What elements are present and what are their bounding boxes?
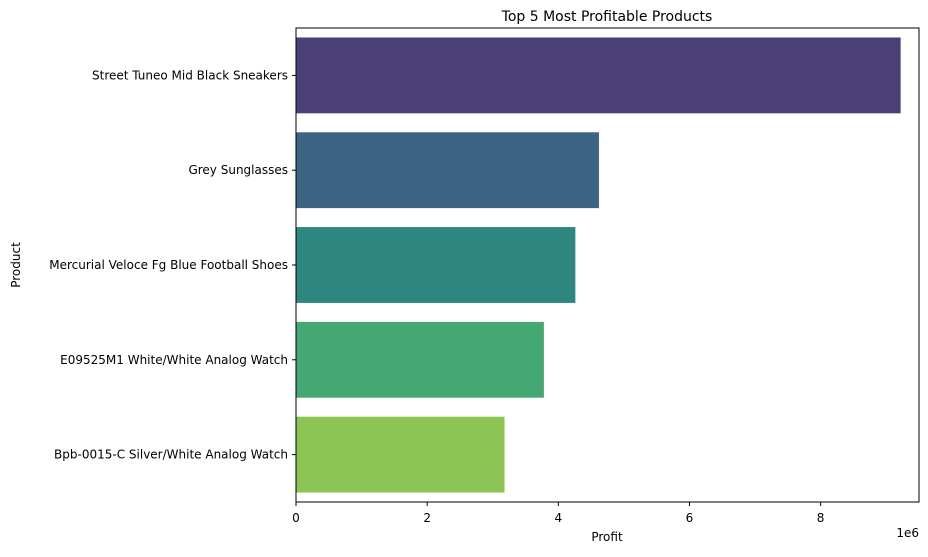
y-tick-label: Grey Sunglasses: [188, 163, 288, 177]
bars-layer: [296, 37, 901, 493]
x-tick-label: 8: [817, 511, 825, 525]
x-tick-label: 4: [554, 511, 562, 525]
y-tick-label: Bpb-0015-C Silver/White Analog Watch: [54, 448, 288, 462]
y-tick-label: Street Tuneo Mid Black Sneakers: [92, 68, 288, 82]
y-tick-label: Mercurial Veloce Fg Blue Football Shoes: [49, 258, 288, 272]
bar: [296, 37, 901, 114]
plot-frame: [295, 27, 920, 503]
x-axis-label: Profit: [591, 530, 623, 544]
y-axis-label: Product: [9, 242, 23, 288]
chart-title: Top 5 Most Profitable Products: [501, 9, 713, 25]
bar: [296, 321, 544, 398]
x-tick-label: 2: [423, 511, 431, 525]
y-tick-label: E09525M1 White/White Analog Watch: [60, 353, 288, 367]
bar: [296, 416, 505, 493]
bar: [296, 227, 576, 303]
x-tick-label: 0: [292, 511, 300, 525]
x-axis-scale-label: 1e6: [896, 526, 919, 540]
y-axis-ticks: Street Tuneo Mid Black Sneakers Grey Sung…: [49, 68, 296, 462]
bar: [296, 132, 599, 209]
x-tick-label: 6: [686, 511, 694, 525]
x-axis-ticks: 0 2 4 6 8: [292, 502, 824, 525]
